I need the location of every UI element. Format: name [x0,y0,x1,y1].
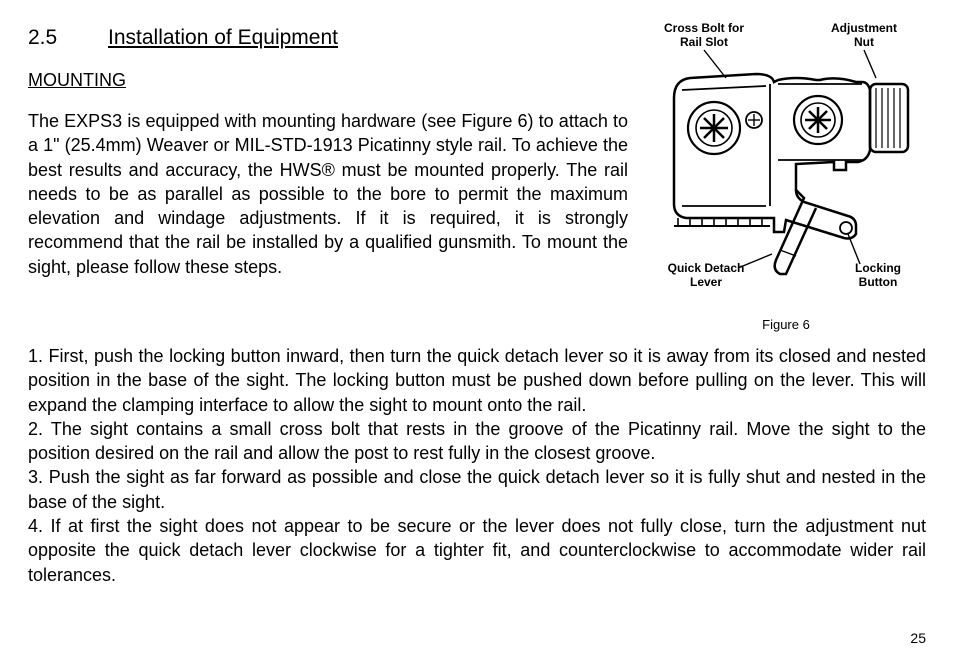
text-column: 2.5Installation of Equipment MOUNTING Th… [28,20,628,281]
figure-column: Cross Bolt for Rail Slot Adjustment Nut [646,20,926,332]
step-4: 4. If at first the sight does not appear… [28,514,926,587]
label-adjustment-2: Nut [854,35,874,49]
step-3: 3. Push the sight as far forward as poss… [28,465,926,514]
manual-page: 2.5Installation of Equipment MOUNTING Th… [0,0,954,664]
section-heading: 2.5Installation of Equipment [28,26,628,50]
mounting-subheading: MOUNTING [28,70,628,91]
label-locking-2: Button [859,275,898,289]
figure-caption: Figure 6 [646,317,926,332]
label-locking-1: Locking [855,261,901,275]
section-title-text: Installation of Equipment [108,26,338,49]
screw-2-icon [794,96,842,144]
figure-6-diagram: Cross Bolt for Rail Slot Adjustment Nut [646,20,926,310]
page-number: 25 [910,630,926,646]
label-quick-detach-2: Lever [690,275,722,289]
label-quick-detach-1: Quick Detach [668,261,745,275]
section-number: 2.5 [28,26,108,50]
screw-1-icon [688,102,740,154]
top-row: 2.5Installation of Equipment MOUNTING Th… [28,20,926,332]
label-cross-bolt-2: Rail Slot [680,35,728,49]
intro-paragraph: The EXPS3 is equipped with mounting hard… [28,109,628,279]
label-adjustment-1: Adjustment [831,21,897,35]
steps-block: 1. First, push the locking button inward… [28,344,926,587]
label-cross-bolt-1: Cross Bolt for [664,21,744,35]
step-1: 1. First, push the locking button inward… [28,344,926,417]
step-2: 2. The sight contains a small cross bolt… [28,417,926,466]
